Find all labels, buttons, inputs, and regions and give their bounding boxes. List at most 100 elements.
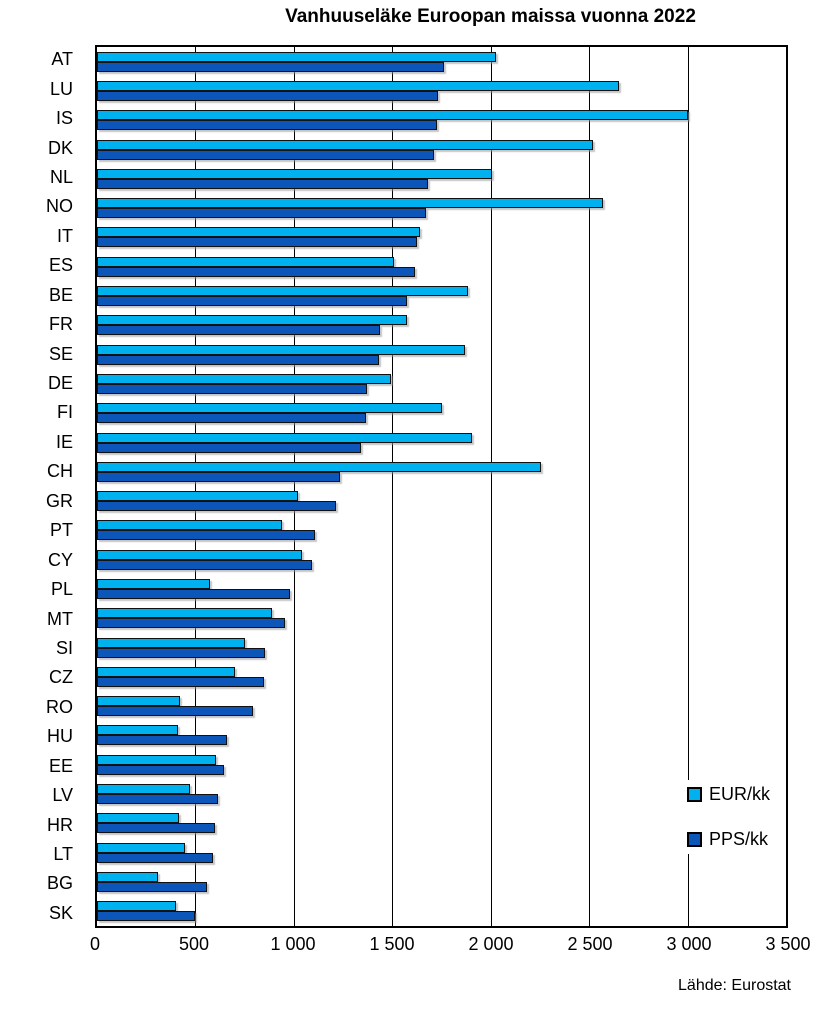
eur-bar-pl xyxy=(97,578,211,589)
country-label-pl: PL xyxy=(50,579,73,600)
country-label-ch: CH xyxy=(47,461,73,482)
x-tick-label: 500 xyxy=(178,934,210,954)
legend: EUR/kk PPS/kk xyxy=(683,780,779,854)
country-label-fr: FR xyxy=(49,314,73,335)
country-row-lu xyxy=(97,76,786,105)
legend-label-eur: EUR/kk xyxy=(709,784,771,804)
eur-bar-mt xyxy=(97,608,273,619)
x-tick-label: 3 000 xyxy=(666,934,712,954)
country-row-is xyxy=(97,106,786,135)
pps-bar-se xyxy=(97,354,379,365)
country-row-cy xyxy=(97,545,786,574)
country-label-be: BE xyxy=(48,284,73,305)
pps-bar-de xyxy=(97,383,367,394)
country-label-it: IT xyxy=(57,225,73,246)
x-tick-label: 1 000 xyxy=(270,934,316,954)
plot-area: EUR/kk PPS/kk xyxy=(95,45,788,928)
country-row-bg xyxy=(97,867,786,896)
x-axis-labels: 0 500 1 000 1 500 2 000 2 500 3 000 3 500 xyxy=(90,934,811,960)
eur-bar-at xyxy=(97,51,496,62)
country-label-cz: CZ xyxy=(49,667,73,688)
eur-bar-it xyxy=(97,227,420,238)
country-label-si: SI xyxy=(55,637,73,658)
country-row-fr xyxy=(97,311,786,340)
pps-bar-ie xyxy=(97,442,361,453)
eur-bar-ch xyxy=(97,461,541,472)
country-row-dk xyxy=(97,135,786,164)
eur-bar-cy xyxy=(97,549,302,560)
pps-bar-lv xyxy=(97,794,219,805)
pps-bar-pt xyxy=(97,530,315,541)
eur-bar-fi xyxy=(97,403,443,414)
eur-bar-fr xyxy=(97,315,408,326)
country-row-be xyxy=(97,281,786,310)
country-label-pt: PT xyxy=(49,520,73,541)
source-note: Lähde: Eurostat xyxy=(678,977,791,994)
gridline xyxy=(392,47,394,926)
country-row-mt xyxy=(97,604,786,633)
eur-bar-lu xyxy=(97,80,619,91)
country-label-de: DE xyxy=(47,373,73,394)
eur-bar-sk xyxy=(97,901,176,912)
eur-bar-nl xyxy=(97,168,492,179)
country-row-hu xyxy=(97,721,786,750)
eur-bar-no xyxy=(97,198,603,209)
country-label-at: AT xyxy=(51,49,73,70)
country-row-gr xyxy=(97,486,786,515)
pps-bar-bg xyxy=(97,881,208,892)
eur-bar-dk xyxy=(97,139,594,150)
pps-bar-lt xyxy=(97,852,214,863)
country-label-ee: EE xyxy=(48,755,73,776)
country-row-ch xyxy=(97,457,786,486)
country-row-hr xyxy=(97,809,786,838)
country-label-no: NO xyxy=(46,196,73,217)
country-label-sk: SK xyxy=(48,902,73,923)
x-tick-label: 2 500 xyxy=(567,934,613,954)
pps-bar-no xyxy=(97,208,426,219)
country-label-bg: BG xyxy=(46,873,73,894)
country-label-se: SE xyxy=(48,343,73,364)
country-row-nl xyxy=(97,164,786,193)
eur-bar-ee xyxy=(97,754,217,765)
country-label-fi: FI xyxy=(57,402,73,423)
eur-bar-se xyxy=(97,344,466,355)
eur-bar-ie xyxy=(97,432,472,443)
gridline xyxy=(490,47,492,926)
eur-bar-si xyxy=(97,637,245,648)
country-row-ie xyxy=(97,428,786,457)
gridline xyxy=(195,47,197,926)
eur-bar-de xyxy=(97,373,392,384)
country-row-es xyxy=(97,252,786,281)
gridline xyxy=(687,47,689,926)
legend-swatch-eur-icon xyxy=(687,787,702,802)
eur-bar-pt xyxy=(97,520,283,531)
pps-bar-hu xyxy=(97,735,227,746)
country-row-cz xyxy=(97,662,786,691)
pps-bar-is xyxy=(97,120,437,131)
x-tick-label: 3 500 xyxy=(765,934,811,954)
country-row-si xyxy=(97,633,786,662)
country-label-ro: RO xyxy=(46,696,73,717)
eur-bar-lv xyxy=(97,784,190,795)
country-label-lv: LV xyxy=(52,785,73,806)
pps-bar-sk xyxy=(97,911,196,922)
pps-bar-nl xyxy=(97,178,428,189)
pps-bar-hr xyxy=(97,823,216,834)
country-label-hr: HR xyxy=(47,814,73,835)
country-row-it xyxy=(97,223,786,252)
country-label-mt: MT xyxy=(47,608,73,629)
pps-bar-si xyxy=(97,647,266,658)
country-row-pl xyxy=(97,574,786,603)
country-row-no xyxy=(97,193,786,222)
pps-bar-ro xyxy=(97,706,253,717)
country-label-lt: LT xyxy=(53,844,73,865)
country-row-ro xyxy=(97,692,786,721)
country-label-cy: CY xyxy=(47,549,73,570)
eur-bar-be xyxy=(97,286,469,297)
x-tick-label: 2 000 xyxy=(468,934,514,954)
pps-bar-ee xyxy=(97,764,224,775)
country-label-ie: IE xyxy=(55,431,73,452)
country-row-de xyxy=(97,369,786,398)
pps-bar-es xyxy=(97,266,415,277)
gridline xyxy=(293,47,295,926)
